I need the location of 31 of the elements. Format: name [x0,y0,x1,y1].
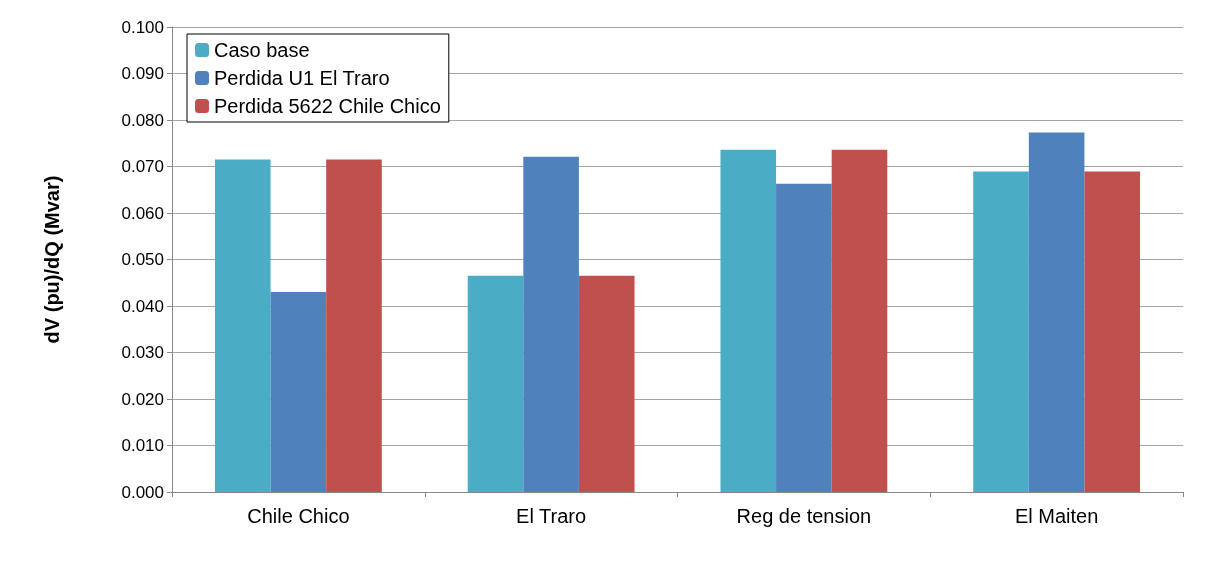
y-axis-title: dV (pu)/dQ (Mvar) [41,175,63,344]
y-tick-label: 0.060 [121,203,164,223]
legend-label: Caso base [214,39,310,61]
bar [214,159,271,492]
y-tick-label: 0.040 [121,296,164,316]
y-tick-label: 0.050 [121,250,164,269]
bar [523,156,579,492]
bar [776,183,832,492]
y-tick-label: 0.100 [121,17,164,37]
y-tick-label: 0.070 [121,157,164,176]
legend-label: Perdida U1 El Traro [214,67,390,89]
y-tick-label: 0.080 [121,110,164,130]
y-tick-label: 0.010 [121,436,164,455]
x-tick-label: Reg de tension [736,505,872,527]
bar [1028,132,1085,492]
x-tick-label: El Maiten [1014,505,1099,527]
y-tick-label: 0.000 [121,482,164,502]
bar [720,149,777,492]
bar [326,159,382,492]
bar [467,275,524,492]
x-tick-label: El Traro [516,505,587,527]
legend-label: Perdida 5622 Chile Chico [214,95,441,117]
bar [1084,171,1141,492]
bar [578,275,635,492]
y-tick-label: 0.090 [121,64,164,83]
x-tick-label: Chile Chico [247,505,350,527]
bar [973,171,1029,492]
bar [270,292,327,492]
y-tick-label: 0.020 [121,389,164,409]
y-tick-label: 0.030 [121,343,164,362]
bar [831,149,888,492]
